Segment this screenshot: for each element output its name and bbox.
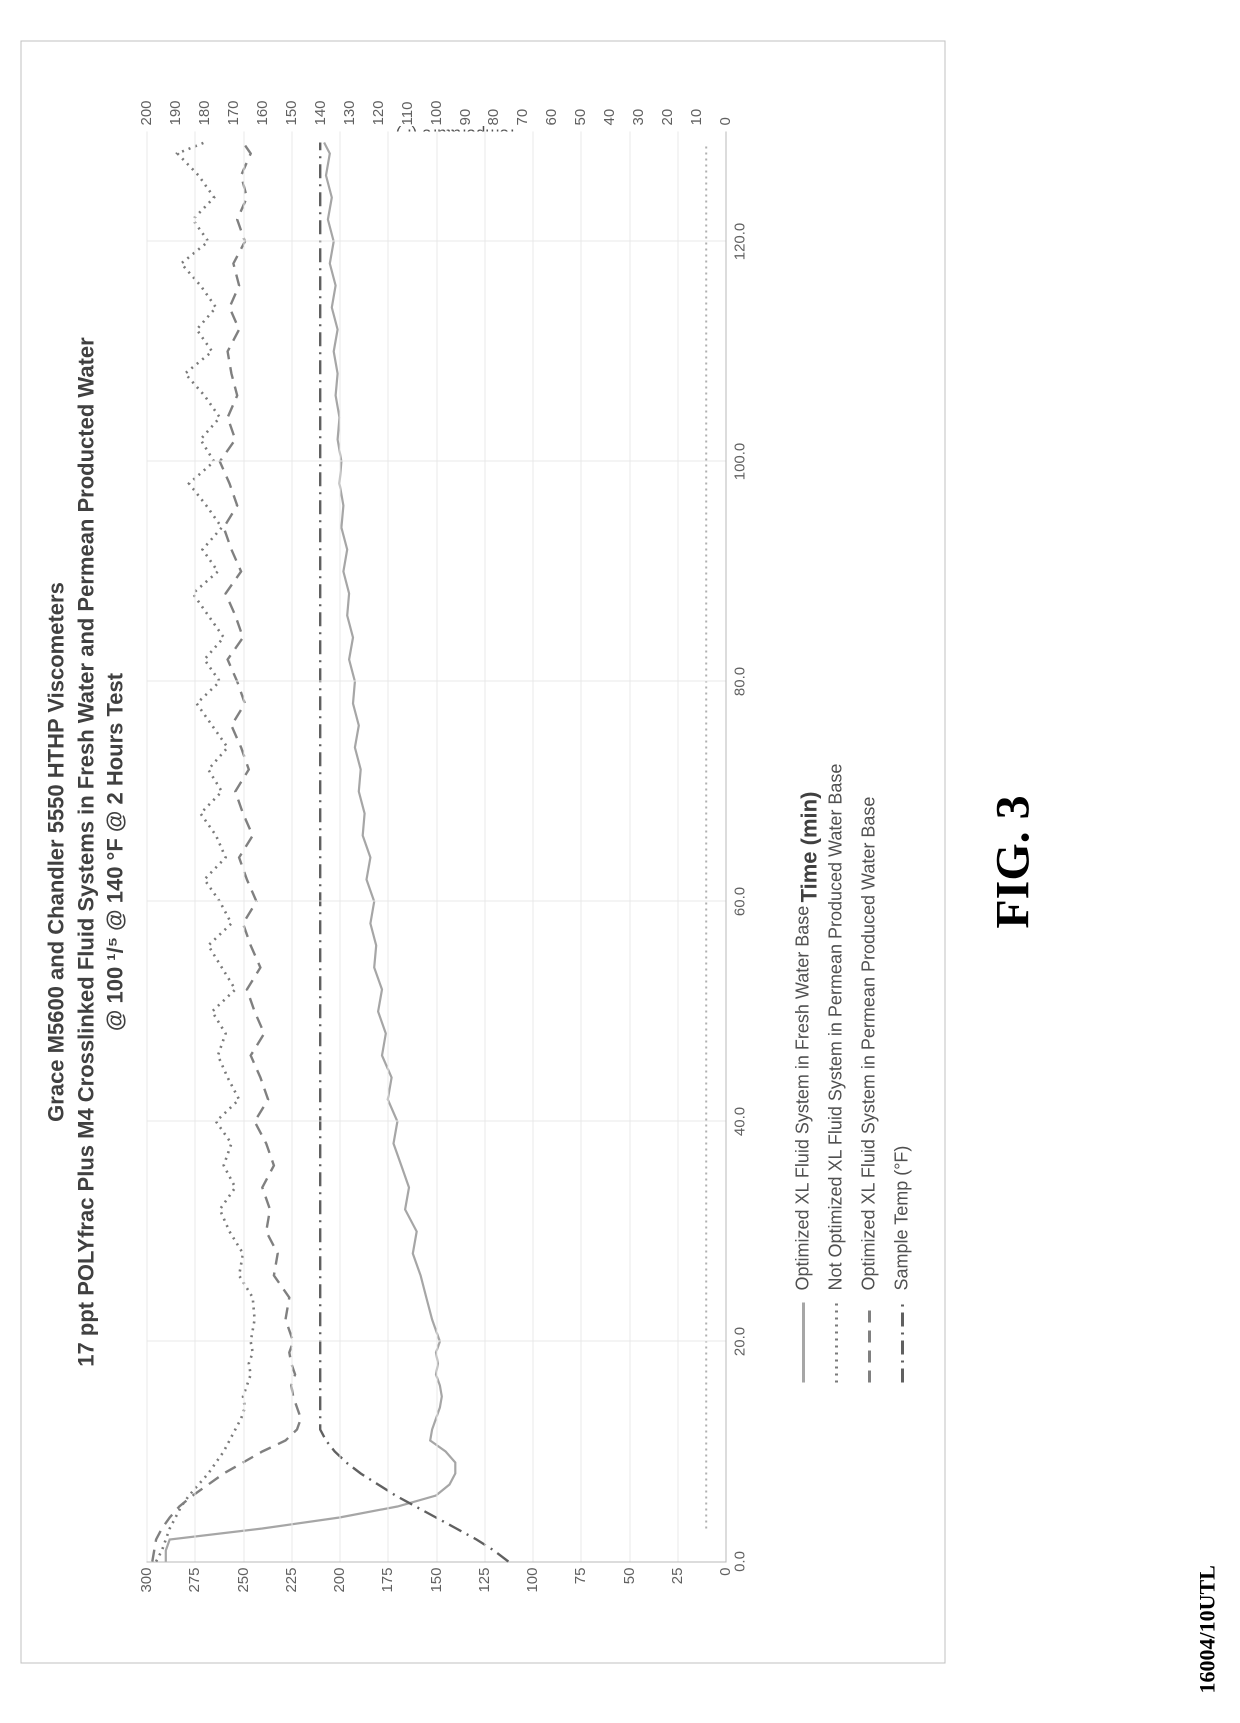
chart-title-line2: 17 ppt POLYfrac Plus M4 Crosslinked Flui…	[71, 61, 101, 1642]
y-right-tick: 150	[282, 100, 299, 131]
y-left-tick: 50	[620, 1561, 637, 1584]
y-left-tick: 175	[379, 1561, 396, 1592]
y-left-tick: 125	[475, 1561, 492, 1592]
legend-label: Not Optimized XL Fluid System in Permean…	[825, 763, 846, 1290]
chart-title-line3: @ 100 ¹/⁵ @ 140 °F @ 2 Hours Test	[100, 61, 130, 1642]
y-right-tick: 140	[311, 100, 328, 131]
legend-item: Optimized XL Fluid System in Fresh Water…	[792, 61, 813, 1382]
x-tick: 60.0	[725, 886, 748, 915]
y-right-tick: 10	[688, 108, 705, 131]
y-right-tick: 190	[167, 100, 184, 131]
y-left-tick: 275	[186, 1561, 203, 1592]
y-right-tick: 120	[369, 100, 386, 131]
y-left-tick: 25	[668, 1561, 685, 1584]
x-tick: 80.0	[725, 666, 748, 695]
legend-label: Optimized XL Fluid System in Permean Pro…	[858, 796, 879, 1290]
y-left-tick: 100	[524, 1561, 541, 1592]
y-left-tick: 75	[572, 1561, 589, 1584]
y-right-tick: 20	[659, 108, 676, 131]
y-right-tick: 130	[340, 100, 357, 131]
chart-title-line1: Grace M5600 and Chandler 5550 HTHP Visco…	[41, 61, 71, 1642]
legend-swatch-icon	[793, 1302, 813, 1382]
legend-label: Optimized XL Fluid System in Fresh Water…	[792, 905, 813, 1290]
chart-panel: Grace M5600 and Chandler 5550 HTHP Visco…	[20, 40, 945, 1663]
legend-label: Sample Temp (°F)	[891, 1145, 912, 1290]
x-tick: 0.0	[725, 1551, 748, 1572]
y-right-tick: 70	[514, 108, 531, 131]
y-right-tick: 100	[427, 100, 444, 131]
series-line	[320, 142, 508, 1561]
y-right-tick: 200	[138, 100, 155, 131]
y-right-tick: 80	[485, 108, 502, 131]
y-right-tick: 110	[398, 101, 415, 131]
y-left-tick: 250	[234, 1561, 251, 1592]
legend-item: Not Optimized XL Fluid System in Permean…	[825, 61, 846, 1382]
x-axis-label: Time (min)	[796, 791, 822, 902]
y-right-tick: 0	[717, 117, 734, 131]
series-line	[156, 142, 255, 1561]
document-number: 16004/10UTL	[1194, 1565, 1220, 1693]
y-right-tick: 30	[630, 108, 647, 131]
figure-label: FIG. 3	[985, 0, 1040, 1723]
legend-swatch-icon	[826, 1302, 846, 1382]
series-line	[152, 142, 301, 1561]
y-right-tick: 40	[601, 108, 618, 131]
x-tick: 20.0	[725, 1326, 748, 1355]
y-right-tick: 160	[253, 100, 270, 131]
x-tick: 40.0	[725, 1106, 748, 1135]
y-right-tick: 90	[456, 108, 473, 131]
y-left-tick: 300	[138, 1561, 155, 1592]
chart-title-block: Grace M5600 and Chandler 5550 HTHP Visco…	[41, 61, 130, 1642]
y-right-tick: 50	[572, 108, 589, 131]
legend-swatch-icon	[892, 1302, 912, 1382]
plot-region: 0255075100125150175200225250275300010203…	[146, 131, 726, 1562]
legend-item: Optimized XL Fluid System in Permean Pro…	[858, 61, 879, 1382]
chart-area: Crosslinked Viscosity 100 ⁻¹ (cP) Temper…	[146, 131, 766, 1562]
y-right-tick: 170	[224, 100, 241, 131]
chart-legend: Optimized XL Fluid System in Fresh Water…	[792, 61, 912, 1382]
y-left-tick: 200	[331, 1561, 348, 1592]
y-right-tick: 180	[195, 100, 212, 131]
x-tick: 120.0	[725, 222, 748, 260]
legend-item: Sample Temp (°F)	[891, 61, 912, 1382]
y-left-tick: 225	[282, 1561, 299, 1592]
legend-swatch-icon	[859, 1302, 879, 1382]
y-left-tick: 150	[427, 1561, 444, 1592]
y-right-tick: 60	[543, 108, 560, 131]
x-tick: 100.0	[725, 442, 748, 480]
